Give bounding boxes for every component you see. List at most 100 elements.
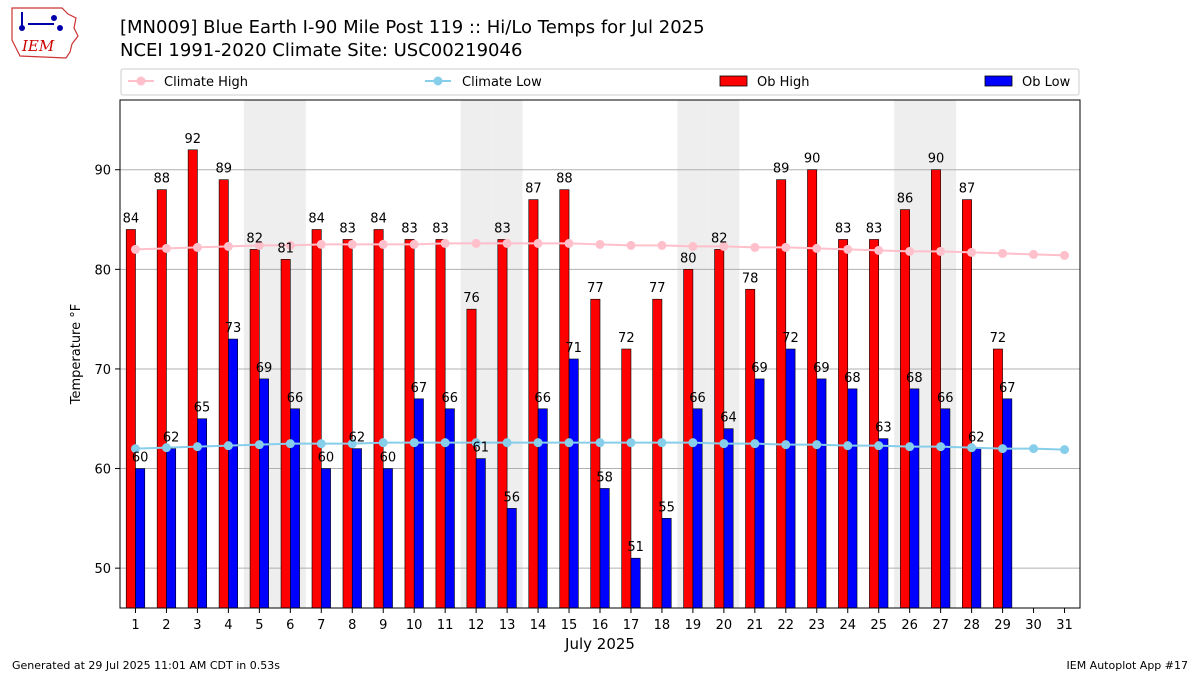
climate-low-point [161, 443, 171, 453]
ob-high-bar [497, 239, 508, 609]
ob-low-label: 66 [534, 391, 551, 406]
ob-low-bar [878, 438, 889, 609]
ob-low-bar [785, 348, 796, 609]
y-tick-label: 60 [94, 463, 111, 478]
ob-high-bar [466, 308, 477, 609]
ob-high-bar [373, 229, 384, 609]
legend-climate-high-marker [136, 76, 146, 86]
ob-low-label: 61 [473, 441, 490, 456]
legend-ob-high-label: Ob High [757, 75, 810, 90]
svg-text:IEM: IEM [21, 37, 55, 55]
climate-low-point [967, 443, 977, 453]
ob-high-bar [621, 348, 632, 609]
climate-low-point [688, 438, 698, 448]
x-tick-label: 10 [406, 618, 423, 633]
ob-low-label: 51 [627, 540, 644, 555]
ob-low-label: 68 [844, 371, 861, 386]
climate-low-point [502, 438, 512, 448]
x-axis-label: July 2025 [564, 635, 635, 653]
ob-low-label: 60 [318, 451, 335, 466]
climate-high-point [1060, 250, 1070, 260]
ob-low-bar [847, 388, 858, 609]
ob-high-label: 83 [401, 221, 418, 236]
ob-low-label: 72 [782, 331, 799, 346]
climate-low-point [130, 444, 140, 454]
ob-high-label: 78 [742, 271, 759, 286]
ob-low-bar [971, 448, 982, 609]
ob-high-label: 86 [897, 192, 914, 207]
ob-high-label: 80 [680, 251, 697, 266]
climate-high-point [688, 241, 698, 251]
climate-low-point [595, 438, 605, 448]
ob-low-bar [259, 378, 269, 609]
x-tick-label: 29 [994, 618, 1011, 633]
climate-low-point [192, 442, 202, 452]
climate-low-point [316, 439, 326, 449]
ob-low-bar [909, 388, 920, 609]
ob-high-bar [807, 169, 818, 609]
y-tick-label: 80 [94, 263, 111, 278]
x-tick-label: 28 [963, 618, 980, 633]
iem-logo: IEM [11, 7, 79, 59]
ob-high-label: 81 [277, 241, 294, 256]
ob-low-label: 67 [411, 381, 428, 396]
ob-high-label: 83 [432, 221, 449, 236]
ob-high-bar [280, 259, 291, 609]
ob-high-label: 92 [185, 132, 202, 147]
ob-low-bar [382, 468, 393, 609]
ob-low-label: 64 [720, 411, 737, 426]
climate-high-point [595, 239, 605, 249]
ob-high-label: 82 [246, 231, 263, 246]
climate-low-point [254, 440, 264, 450]
climate-high-point [967, 247, 977, 257]
x-tick-label: 21 [747, 618, 764, 633]
y-tick-label: 70 [94, 363, 111, 378]
climate-high-point [750, 242, 760, 252]
x-tick-label: 13 [499, 618, 516, 633]
ob-low-bar [723, 428, 734, 609]
climate-high-point [781, 242, 791, 252]
x-tick-label: 6 [286, 618, 294, 633]
ob-high-label: 83 [339, 221, 356, 236]
ob-high-label: 87 [959, 182, 976, 197]
climate-high-point [998, 248, 1008, 258]
climate-low-point [347, 439, 357, 449]
x-tick-label: 24 [839, 618, 856, 633]
x-tick-label: 5 [255, 618, 263, 633]
ob-high-bar [590, 298, 601, 609]
ob-high-bar [249, 249, 260, 609]
generated-timestamp: Generated at 29 Jul 2025 11:01 AM CDT in… [12, 659, 280, 672]
climate-low-point [998, 444, 1008, 454]
legend-climate-low-label: Climate Low [462, 75, 542, 90]
climate-low-point [750, 439, 760, 449]
climate-low-point [936, 442, 946, 452]
y-tick-label: 50 [94, 562, 111, 577]
x-tick-label: 1 [131, 618, 139, 633]
x-tick-label: 20 [716, 618, 733, 633]
x-tick-label: 25 [870, 618, 887, 633]
x-tick-label: 23 [809, 618, 826, 633]
climate-high-point [533, 238, 543, 248]
ob-high-label: 89 [773, 162, 790, 177]
x-tick-label: 8 [348, 618, 356, 633]
ob-high-label: 90 [804, 152, 821, 167]
ob-high-label: 89 [215, 162, 232, 177]
legend-ob-low-label: Ob Low [1022, 75, 1071, 90]
climate-high-point [936, 246, 946, 256]
bar-labels: 84 88 92 89 82 81 84 83 84 83 83 76 83 87 88 77 72 77 80 82… [123, 132, 1016, 555]
x-tick-label: 11 [437, 618, 454, 633]
ob-low-label: 56 [503, 490, 520, 505]
climate-low-point [1060, 445, 1070, 455]
legend-ob-high-swatch [719, 75, 748, 87]
ob-low-label: 73 [225, 321, 242, 336]
ob-low-label: 69 [813, 361, 830, 376]
x-tick-label: 7 [317, 618, 325, 633]
x-tick-label: 26 [901, 618, 918, 633]
x-tick-label: 2 [162, 618, 170, 633]
climate-low-point [626, 438, 636, 448]
ob-low-label: 68 [906, 371, 923, 386]
ob-low-bar [320, 468, 331, 609]
climate-lines [130, 238, 1070, 455]
